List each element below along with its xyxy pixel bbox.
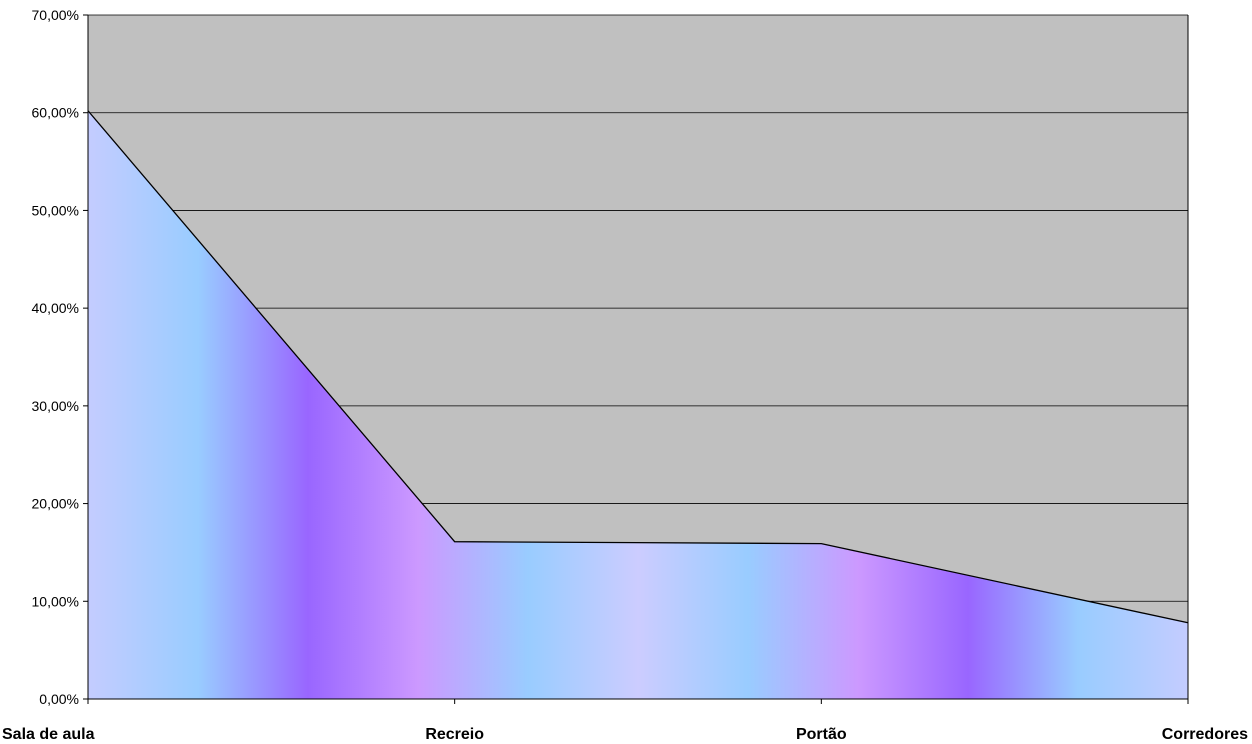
y-tick-label: 70,00%	[32, 7, 79, 23]
y-tick-label: 60,00%	[32, 105, 79, 121]
x-tick-label: Portão	[796, 726, 847, 743]
series-line	[87, 110, 1189, 624]
y-tick-label: 50,00%	[32, 202, 79, 218]
x-axis-labels: Sala de aula Recreio Portão Corredores	[2, 726, 1248, 743]
y-tick-label: 20,00%	[32, 496, 79, 512]
x-tick-label: Corredores	[1162, 726, 1248, 743]
y-tick-label: 30,00%	[32, 398, 79, 414]
axes	[83, 14, 1189, 704]
series-area	[88, 110, 1188, 699]
y-tick-label: 0,00%	[39, 691, 79, 707]
y-tick-label: 10,00%	[32, 593, 79, 609]
y-axis-labels: 0,00% 10,00% 20,00% 30,00% 40,00% 50,00% 60,00…	[32, 7, 79, 707]
x-tick-label: Sala de aula	[2, 726, 95, 743]
y-tick-label: 40,00%	[32, 300, 79, 316]
x-tick-label: Recreio	[425, 726, 484, 743]
